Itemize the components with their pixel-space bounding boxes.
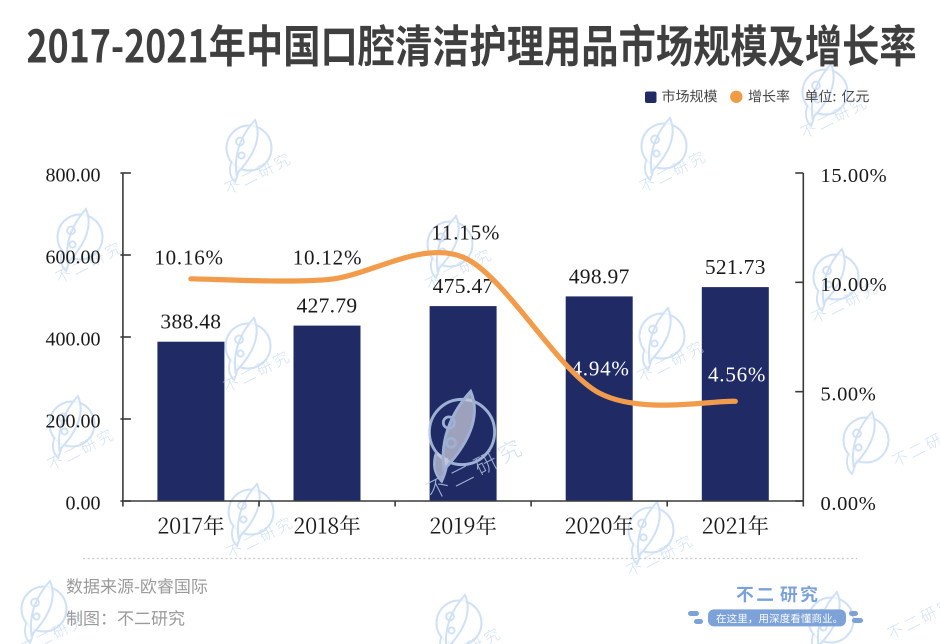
svg-text:521.73: 521.73 (705, 255, 766, 279)
svg-text:4.56%: 4.56% (708, 363, 766, 387)
svg-text:10.12%: 10.12% (293, 245, 363, 269)
svg-text:0.00%: 0.00% (821, 493, 877, 515)
svg-text:5.00%: 5.00% (821, 384, 877, 406)
svg-text:498.97: 498.97 (569, 264, 630, 288)
svg-text:400.00: 400.00 (46, 329, 101, 351)
svg-text:200.00: 200.00 (46, 411, 101, 433)
svg-text:800.00: 800.00 (46, 165, 101, 187)
svg-text:11.15%: 11.15% (431, 221, 500, 245)
svg-text:10.00%: 10.00% (821, 274, 888, 296)
svg-text:388.48: 388.48 (160, 310, 221, 334)
svg-text:600.00: 600.00 (46, 247, 101, 269)
svg-text:15.00%: 15.00% (821, 165, 888, 187)
svg-text:427.79: 427.79 (297, 294, 358, 318)
svg-text:0.00: 0.00 (66, 493, 101, 515)
svg-text:475.47: 475.47 (433, 274, 494, 298)
svg-text:10.16%: 10.16% (154, 245, 224, 269)
